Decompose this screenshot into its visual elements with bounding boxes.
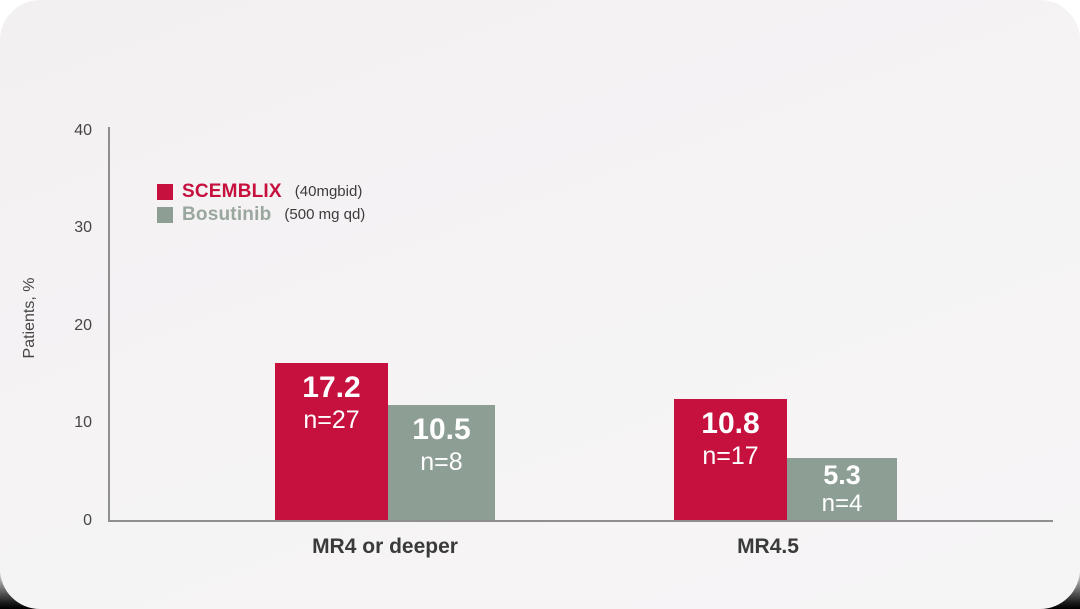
legend-label-bosutinib: Bosutinib [182,203,272,225]
bar-n-label: n=4 [821,490,863,517]
bar-n-label: n=27 [303,406,360,434]
legend-label-scemblix: SCEMBLIX [182,180,282,202]
scemblix-swatch-icon [157,183,173,200]
bar-scemblix-mr45: 10.8 n=17 [674,399,787,521]
y-tick-label-20: 20 [74,317,92,334]
bar-value-label: 10.8 [701,407,760,440]
y-tick-label-0: 0 [83,512,92,529]
bosutinib-swatch-icon [157,206,173,223]
category-label-mr4: MR4 or deeper [312,535,458,558]
bar-value-label: 10.5 [412,413,471,446]
y-tick-label-40: 40 [74,122,92,139]
bar-n-label: n=8 [420,448,463,476]
y-tick-label-10: 10 [74,414,92,431]
bar-value-label: 17.2 [302,371,361,404]
legend-item-bosutinib: Bosutinib (500 mg qd) [157,203,365,226]
x-axis-line [108,520,1053,522]
legend-dose-bosutinib: (500 mg qd) [284,206,366,223]
bar-value-label: 5.3 [823,460,861,490]
y-tick-label-30: 30 [74,219,92,236]
y-axis-title: Patients, % [21,277,38,359]
y-axis-line [108,127,110,521]
bar-bosutinib-mr4: 10.5 n=8 [388,405,495,521]
legend-item-scemblix: SCEMBLIX (40mgbid) [157,180,365,203]
legend-dose-scemblix: (40mgbid) [294,183,363,200]
bar-bosutinib-mr45: 5.3 n=4 [787,458,897,521]
category-label-mr45: MR4.5 [737,535,799,558]
bar-n-label: n=17 [702,442,759,470]
bar-scemblix-mr4: 17.2 n=27 [275,363,388,521]
legend: SCEMBLIX (40mgbid) Bosutinib (500 mg qd) [157,180,365,226]
